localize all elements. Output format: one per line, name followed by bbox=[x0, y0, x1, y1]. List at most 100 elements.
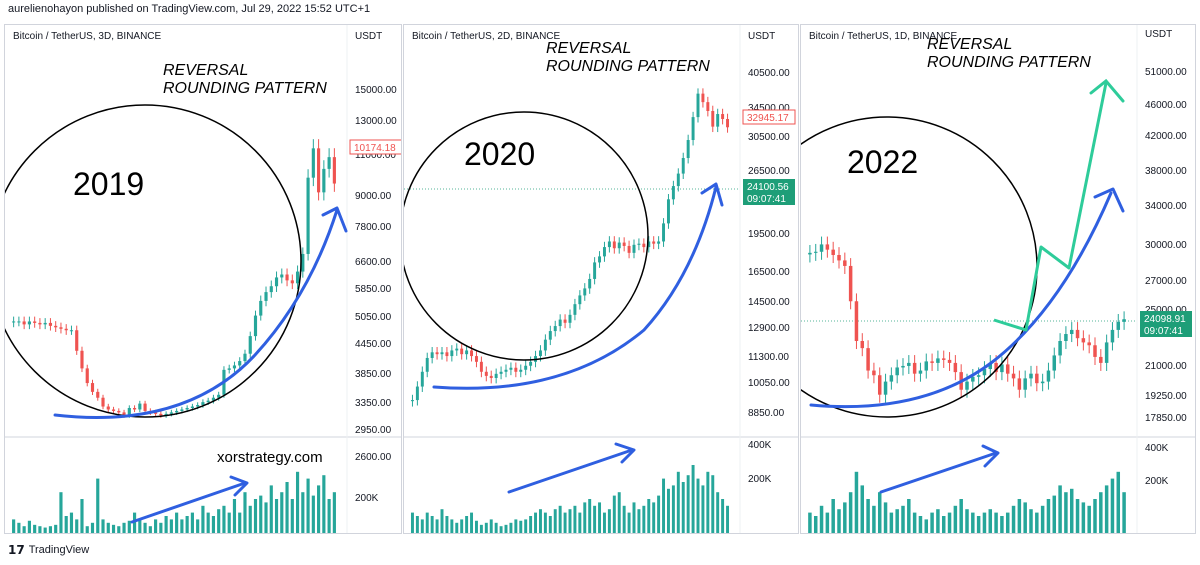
chart-panel-2020[interactable]: Bitcoin / TetherUS, 2D, BINANCE USDT 40500… bbox=[403, 24, 799, 534]
volume-bar bbox=[612, 495, 616, 533]
volume-bar bbox=[941, 516, 946, 533]
candle-body bbox=[33, 321, 37, 323]
price-tick-label: 13000.00 bbox=[355, 116, 397, 127]
volume-bar bbox=[420, 519, 424, 533]
candle-body bbox=[185, 407, 189, 410]
candle-body bbox=[831, 249, 835, 255]
price-tick-label: 27000.00 bbox=[1145, 276, 1187, 287]
chart-svg[interactable]: Bitcoin / TetherUS, 3D, BINANCE USDT 15000… bbox=[5, 25, 402, 534]
candle-body bbox=[843, 260, 847, 266]
volume-bar bbox=[1046, 499, 1051, 533]
candle-body bbox=[22, 321, 26, 325]
volume-bar bbox=[111, 524, 116, 533]
volume-bar bbox=[1040, 505, 1045, 533]
candle-body bbox=[514, 367, 518, 372]
candle-body bbox=[164, 413, 168, 416]
candle-body bbox=[332, 157, 336, 184]
price-tick-label: 5050.00 bbox=[355, 312, 392, 323]
candle-body bbox=[681, 158, 685, 174]
candle-body bbox=[1058, 340, 1062, 356]
volume-bar bbox=[681, 482, 685, 533]
volume-bar bbox=[558, 505, 562, 533]
volume-bar bbox=[22, 526, 26, 533]
volume-bar bbox=[1052, 495, 1057, 533]
volume-bar bbox=[306, 478, 310, 533]
volume-bar bbox=[1005, 512, 1010, 533]
volume-bar bbox=[460, 519, 464, 533]
candle-body bbox=[1122, 319, 1126, 322]
volume-bar bbox=[994, 512, 998, 533]
candle-body bbox=[860, 340, 865, 349]
volume-bar bbox=[671, 485, 675, 533]
chart-panel-2019[interactable]: Bitcoin / TetherUS, 3D, BINANCE USDT 15000… bbox=[4, 24, 402, 534]
symbol-label: Bitcoin / TetherUS, 2D, BINANCE bbox=[412, 31, 561, 42]
volume-bar bbox=[726, 505, 730, 533]
price-tick-label: 10050.00 bbox=[748, 378, 790, 389]
candle-body bbox=[982, 369, 987, 376]
volume-bar bbox=[85, 526, 89, 533]
price-tick-label: 3850.00 bbox=[355, 369, 392, 380]
price-tick-label: 12900.00 bbox=[748, 323, 790, 334]
candle-body bbox=[154, 412, 158, 414]
candle-body bbox=[1035, 373, 1039, 384]
candle-body bbox=[726, 118, 730, 128]
candle-body bbox=[837, 254, 841, 261]
volume-bar bbox=[285, 482, 289, 533]
price-tick-label: 7800.00 bbox=[355, 222, 392, 233]
candle-body bbox=[553, 326, 557, 332]
candle-body bbox=[425, 357, 429, 372]
candle-body bbox=[127, 407, 131, 416]
candle-body bbox=[1099, 356, 1103, 363]
candle-body bbox=[662, 223, 666, 242]
candle-body bbox=[474, 356, 478, 362]
tradingview-footer[interactable]: 17 TradingView bbox=[8, 543, 89, 557]
volume-bar bbox=[936, 509, 940, 533]
chart-svg[interactable]: Bitcoin / TetherUS, 1D, BINANCE USDT 51000… bbox=[801, 25, 1196, 534]
candle-body bbox=[529, 361, 533, 366]
volume-bar bbox=[301, 492, 305, 533]
volume-bar bbox=[217, 509, 221, 533]
volume-trend-arrow bbox=[130, 481, 247, 524]
volume-bar bbox=[657, 495, 661, 533]
volume-arrow-head bbox=[229, 475, 249, 497]
volume-bar bbox=[222, 505, 226, 533]
candle-body bbox=[450, 350, 454, 357]
candle-body bbox=[568, 314, 572, 323]
price-tick-label: 26500.00 bbox=[748, 166, 790, 177]
candle-body bbox=[64, 328, 68, 331]
candle-body bbox=[285, 274, 289, 281]
price-tick-label: 19500.00 bbox=[748, 229, 790, 240]
volume-bar bbox=[883, 502, 888, 533]
volume-bar bbox=[169, 519, 173, 533]
last-price-badge bbox=[349, 139, 401, 155]
volume-bar bbox=[988, 509, 993, 533]
volume-bar bbox=[127, 520, 131, 533]
chart-panel-2022[interactable]: Bitcoin / TetherUS, 1D, BINANCE USDT 51000… bbox=[800, 24, 1196, 534]
volume-bar bbox=[837, 509, 841, 533]
candle-body bbox=[106, 406, 110, 410]
candle-body bbox=[264, 292, 268, 301]
candle-body bbox=[988, 362, 993, 370]
candle-body bbox=[912, 362, 917, 374]
candle-body bbox=[1052, 355, 1057, 371]
volume-bar bbox=[953, 505, 958, 533]
candle-body bbox=[808, 252, 812, 255]
candle-body bbox=[1000, 364, 1004, 373]
volume-bar bbox=[971, 512, 975, 533]
candle-body bbox=[12, 321, 16, 323]
volume-bar bbox=[686, 475, 690, 533]
candle-body bbox=[117, 410, 121, 413]
arrow-head bbox=[1093, 187, 1125, 213]
volume-bar bbox=[1017, 499, 1022, 533]
candle-body bbox=[504, 369, 508, 372]
last-price-text: 32945.17 bbox=[747, 113, 789, 124]
volume-bar bbox=[317, 485, 321, 533]
volume-bar bbox=[965, 509, 969, 533]
candle-body bbox=[936, 358, 940, 363]
chart-svg[interactable]: Bitcoin / TetherUS, 2D, BINANCE USDT 40500… bbox=[404, 25, 799, 534]
candle-body bbox=[1005, 364, 1010, 374]
candle-body bbox=[232, 365, 237, 369]
volume-bar bbox=[59, 492, 63, 533]
volume-bar bbox=[1081, 502, 1086, 533]
volume-bar bbox=[1075, 499, 1080, 533]
